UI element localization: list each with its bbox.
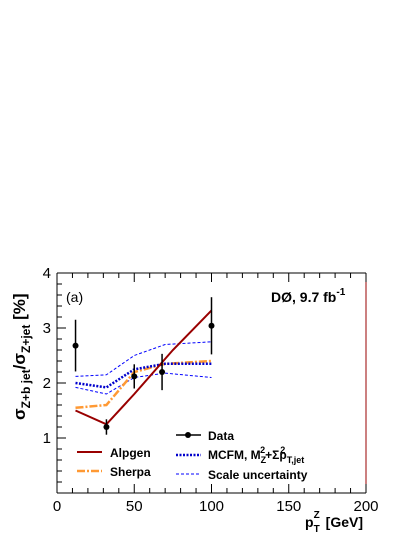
x-tick-label-200: 200 [353, 498, 378, 515]
data-point-2 [131, 373, 138, 380]
series-line-alpgen [75, 309, 213, 426]
x-tick-label-100: 100 [199, 498, 224, 515]
data-point-4 [208, 322, 215, 329]
legend-marker-data [185, 432, 191, 438]
x-tick-label-150: 150 [276, 498, 301, 515]
axis-ticks [56, 272, 367, 493]
y-tick-label-4: 4 [43, 265, 51, 282]
x-tick-label-0: 0 [53, 498, 61, 515]
x-tick-label-50: 50 [126, 498, 143, 515]
y-tick-label-1: 1 [43, 430, 51, 447]
legend-label-sherpa: Sherpa [110, 465, 151, 479]
panel-label: (a) [66, 289, 83, 305]
legend-label-alpgen: Alpgen [110, 446, 151, 460]
experiment-label: DØ, 9.7 fb-1 [271, 287, 346, 305]
series-line-scale-uncertainty-upper [75, 341, 212, 377]
data-point-1 [103, 424, 110, 430]
data-point-0 [72, 342, 79, 349]
data-points [72, 297, 215, 435]
y-tick-label-3: 3 [43, 320, 51, 337]
legend-label-data: Data [208, 429, 234, 443]
x-axis-title: pTZ [GeV] [305, 510, 363, 535]
legend-label-mcfm: MCFM, MZ2+ΣpT,jet2 [208, 445, 304, 465]
legend-label-scale-uncertainty: Scale uncertainty [208, 468, 308, 482]
legend: Alpgen Sherpa Data MCFM, MZ2+ΣpT,jet2 Sc… [77, 429, 308, 482]
series-line-scale-uncertainty-lower [75, 372, 212, 395]
axis-tick-labels: 0 50 100 150 200 1 2 3 4 [43, 265, 379, 515]
y-axis-title: σZ+b jet/σZ+jet [%] [10, 293, 33, 420]
y-tick-label-2: 2 [43, 375, 51, 392]
data-point-3 [159, 369, 166, 375]
